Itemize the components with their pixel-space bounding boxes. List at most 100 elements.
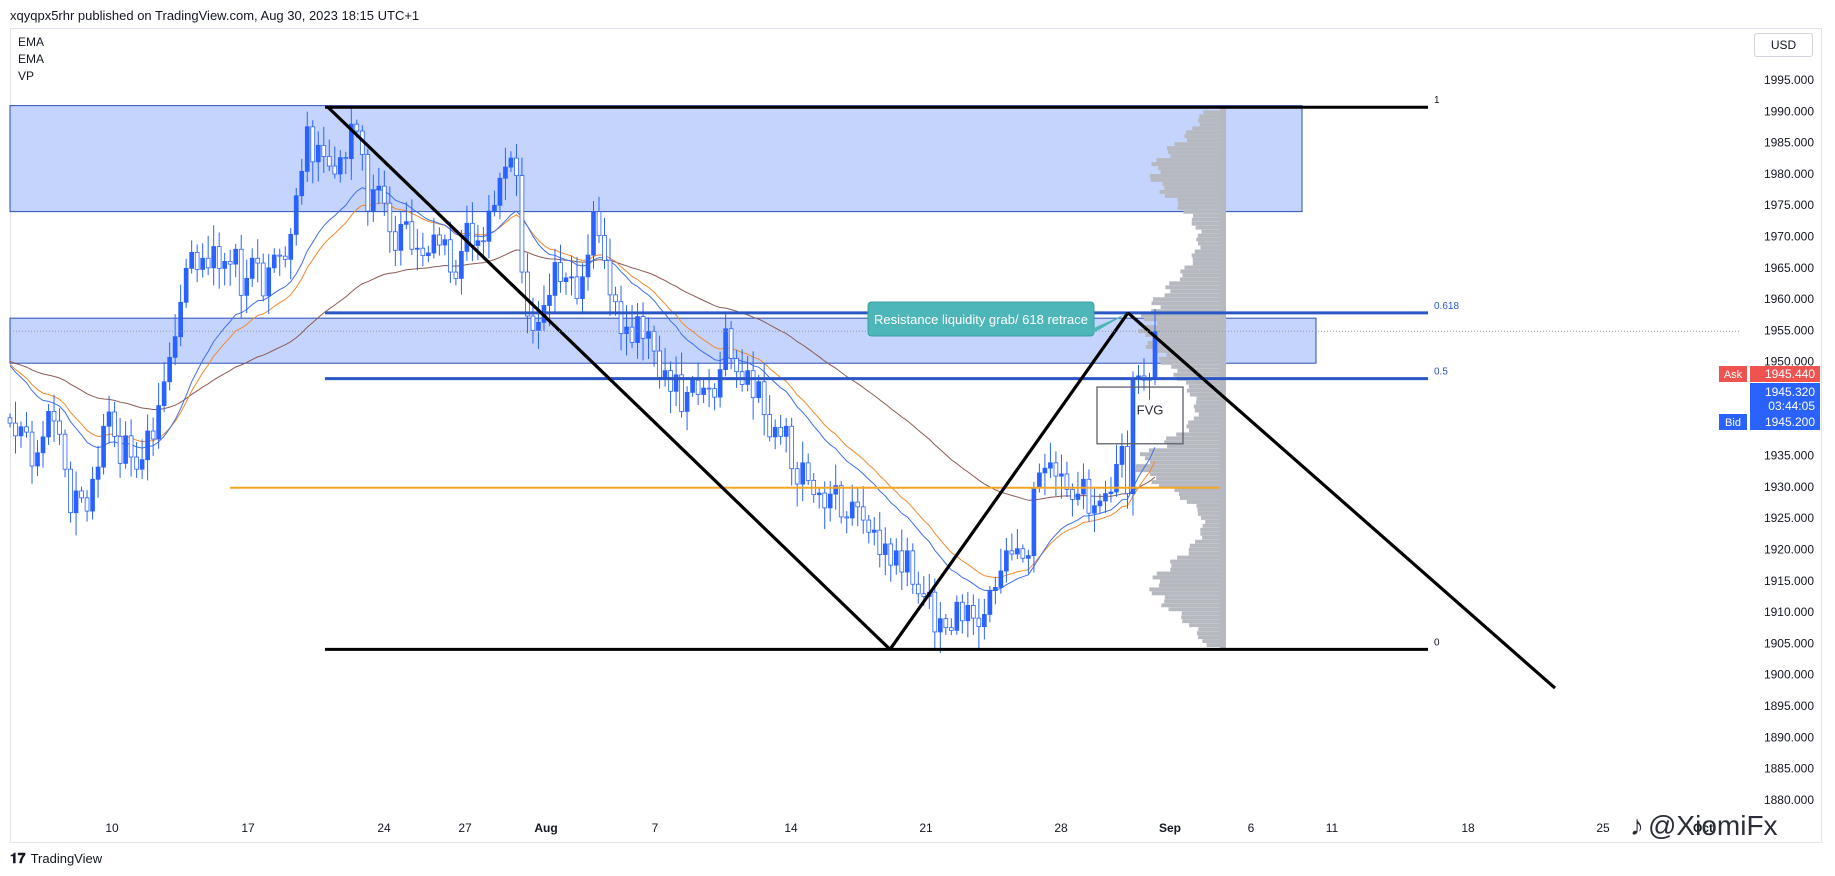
volume-profile-bar [1192,261,1220,266]
volume-profile-bar [1199,122,1220,127]
candle-body [514,157,519,176]
last-price-value: 1945.320 [1765,385,1815,399]
candle-body [607,259,613,296]
brand-label[interactable]: TradingView [30,851,103,866]
volume-profile-bar [1182,619,1220,624]
volume-profile-bar [1198,118,1220,123]
volume-profile-bar [1205,519,1220,524]
candle-body [1064,473,1070,490]
volume-profile-bar [1151,162,1220,167]
candle-body [409,221,415,250]
volume-profile-bar [1179,492,1220,496]
candle-body [222,261,228,269]
candle-body [723,328,728,370]
candle-body [29,431,35,467]
candle-body [1125,446,1130,494]
volume-profile-bar [1145,344,1220,349]
candle-body [547,294,552,306]
candle-body [227,261,233,265]
candle-body [101,425,106,468]
candle-body [882,543,888,555]
candle-body [486,210,492,242]
indicator-legend: EMA EMA VP [18,34,44,85]
volume-profile-bar [1161,603,1220,608]
y-axis-tick: 1985.000 [1764,136,1814,150]
candle-body [1037,472,1042,489]
volume-profile-bar [1171,563,1220,568]
volume-profile-bar [1177,205,1220,210]
volume-profile-bar [1200,527,1220,532]
volume-profile-bar [1196,237,1220,242]
candle-body [68,468,73,514]
volume-profile-bar [1182,273,1220,278]
candle-body [855,501,861,508]
candle-body [932,591,938,633]
candle-body [167,356,172,383]
candle-body [393,231,398,251]
candle-body [888,543,894,566]
candle-body [706,387,712,390]
candle-body [530,315,536,331]
candle-body [194,252,200,270]
candle-body [613,294,618,303]
candle-body [1009,550,1015,555]
indicator-vp[interactable]: VP [18,69,35,83]
y-axis-tick: 1960.000 [1764,292,1814,306]
candle-body [128,435,134,458]
candle-body [833,485,839,495]
candle-body [971,605,976,619]
ask-price-value-box [1750,366,1820,382]
volume-profile-bar [1135,464,1220,469]
tradingview-logo-icon[interactable]: 𝟏𝟕 [10,850,26,866]
watermark-text: @XiomiFx [1648,810,1778,841]
candle-body [1075,493,1081,500]
y-axis-tick: 1925.000 [1764,511,1814,525]
currency-selector[interactable]: USD [1754,33,1813,57]
volume-profile-bar [1143,317,1220,322]
candle-body [1048,462,1053,469]
candle-body [552,262,558,296]
candle-body [299,170,305,197]
candle-body [387,202,393,233]
candle-body [778,426,783,437]
indicator-ema-2[interactable]: EMA [18,52,45,66]
volume-profile-bar [1158,583,1220,588]
candle-body [1004,550,1009,572]
bid-price-value: 1945.200 [1765,415,1815,429]
candle-body [348,123,354,160]
candle-body [624,326,629,334]
candle-body [370,189,376,212]
volume-profile-bar [1181,615,1220,620]
x-axis-tick: Sep [1159,821,1181,835]
projection-line-down [1126,311,1557,690]
volume-profile-bar [1196,631,1220,636]
volume-profile-bar [1192,257,1220,262]
candle-body [998,570,1004,588]
volume-profile-bar [1149,472,1220,477]
volume-profile-bar [1202,535,1220,540]
volume-profile-bar [1198,635,1220,640]
candle-body [150,430,156,440]
volume-profile-bar [1169,281,1220,286]
candle-body [315,144,321,163]
candle-body [211,246,217,269]
candle-body [772,426,778,438]
y-axis-tick: 1970.000 [1764,230,1814,244]
x-axis-tick: 18 [1461,821,1475,835]
ask-price-value: 1945.440 [1765,367,1815,381]
volume-profile-bar [1135,468,1220,473]
volume-profile-bar [1195,225,1220,230]
candle-body [1059,473,1064,477]
candle-body [657,350,662,378]
candle-body [844,516,850,519]
volume-profile-bar [1164,595,1220,600]
candle-body [216,246,222,269]
candle-body [525,271,530,317]
candle-body [442,239,448,246]
candle-body [475,240,481,246]
indicator-ema-1[interactable]: EMA [18,35,45,49]
candle-body [948,627,954,631]
fib-level-0-label: 0 [1434,637,1440,648]
candle-body [233,248,239,265]
